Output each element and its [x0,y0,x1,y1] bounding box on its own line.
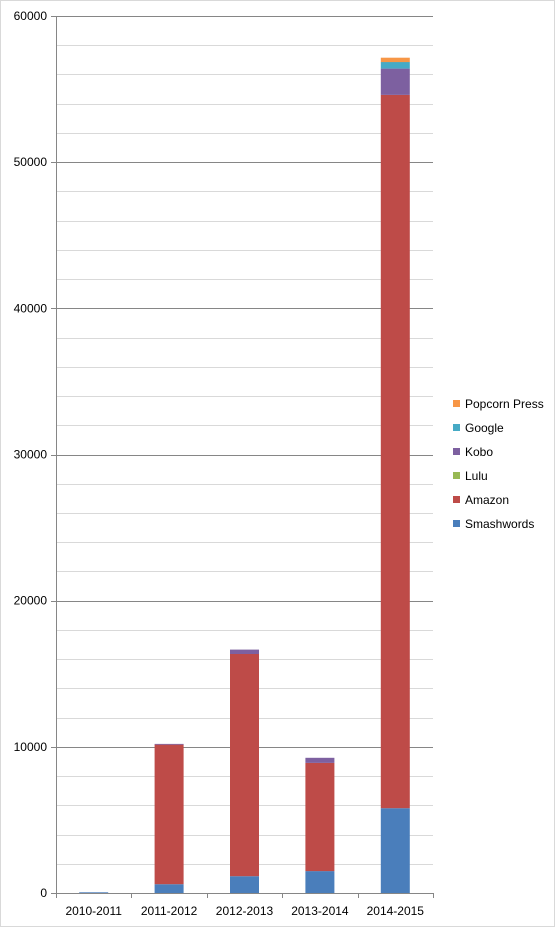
bar-segment-amazon [305,762,335,872]
legend-swatch [453,472,460,479]
legend-label: Popcorn Press [465,397,544,411]
x-tick-label: 2012-2013 [216,904,274,918]
legend-label: Amazon [465,493,509,507]
legend-label: Smashwords [465,517,534,531]
bar-segment-kobo [305,757,335,763]
bars [79,57,410,894]
major-gridlines [51,16,433,748]
bar-segment-google [380,62,410,69]
legend-swatch [453,496,460,503]
x-tick-label: 2014-2015 [367,904,425,918]
bar-segment-smashwords [380,808,410,893]
minor-gridlines [56,45,433,865]
bar-segment-amazon [380,94,410,809]
legend-swatch [453,520,460,527]
legend-label: Lulu [465,469,488,483]
x-tick-label: 2013-2014 [291,904,349,918]
legend-label: Kobo [465,445,493,459]
x-tick-label: 2011-2012 [141,904,198,918]
bar-segment-kobo [154,743,184,745]
x-tick-labels: 2010-2011 2011-2012 2012-2013 2013-2014 2014… [65,904,424,918]
y-tick-label: 20000 [14,594,48,608]
bar-segment-smashwords [230,876,259,893]
legend-swatch [453,400,460,407]
bar-segment-amazon [154,744,184,885]
bar-segment-kobo [230,649,259,654]
legend-swatch [453,448,460,455]
y-tick-label: 60000 [14,9,48,23]
y-tick-label: 50000 [14,155,48,169]
legend-swatch [453,424,460,431]
bar-segment-amazon [230,654,259,877]
x-tick-label: 2010-2011 [65,904,122,918]
bar-segment-popcorn-press [380,57,410,63]
bar-segment-smashwords [79,892,109,894]
y-tick-label: 10000 [14,740,48,754]
y-tick-labels: 0 10000 20000 30000 40000 50000 60000 [14,9,48,900]
y-tick-label: 30000 [14,448,48,462]
bar-segment-smashwords [154,884,184,893]
y-tick-label: 0 [40,886,47,900]
bar-segment-kobo [380,68,410,95]
legend: Popcorn Press Google Kobo Lulu Amazon Smashwo… [453,397,544,531]
bar-segment-smashwords [305,871,335,893]
y-tick-label: 40000 [14,301,48,315]
axes [51,16,434,898]
legend-label: Google [465,421,504,435]
